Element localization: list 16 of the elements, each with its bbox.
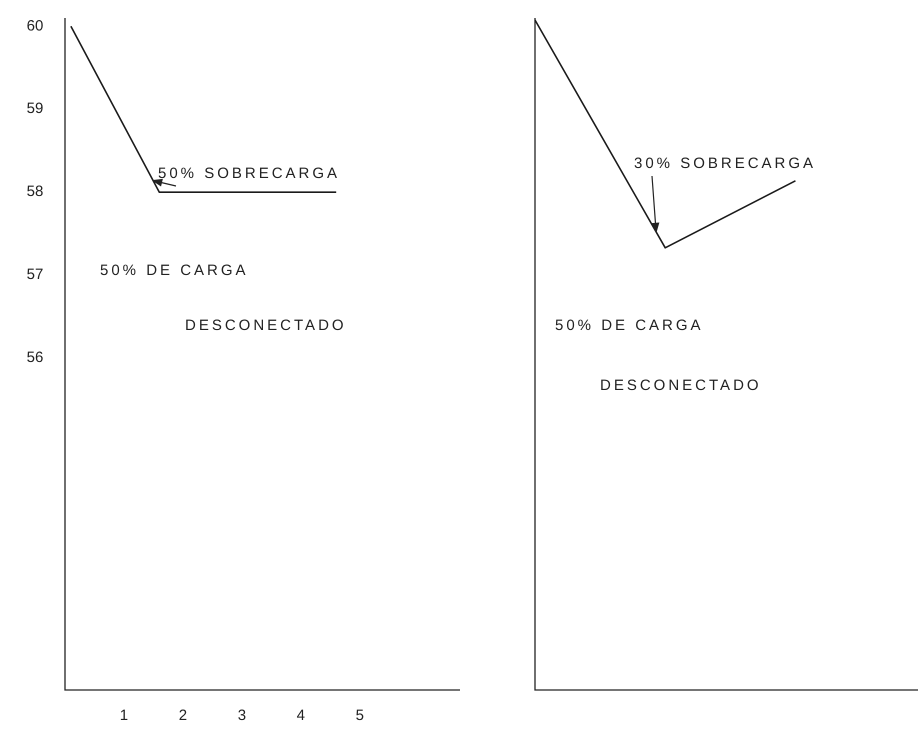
y-tick-label: 58 xyxy=(26,183,44,200)
annotation: 30% SOBRECARGA xyxy=(634,155,816,172)
y-tick-label: 57 xyxy=(26,266,44,284)
x-tick-label: 2 xyxy=(178,707,188,724)
y-tick-label: 59 xyxy=(26,100,44,118)
annotation: DESCONECTADO xyxy=(185,317,347,334)
x-tick-label: 4 xyxy=(296,707,305,724)
y-tick-label: 56 xyxy=(26,349,44,366)
annotation: 50% DE CARGA xyxy=(555,317,704,334)
x-tick-label: 1 xyxy=(120,707,128,724)
annotation: 50% SOBRECARGA xyxy=(158,165,340,182)
x-tick-label: 3 xyxy=(238,707,246,724)
annotation: 50% DE CARGA xyxy=(100,262,249,279)
y-tick-label: 60 xyxy=(26,17,44,34)
annotation: DESCONECTADO xyxy=(600,377,762,394)
x-tick-label: 5 xyxy=(356,707,364,724)
